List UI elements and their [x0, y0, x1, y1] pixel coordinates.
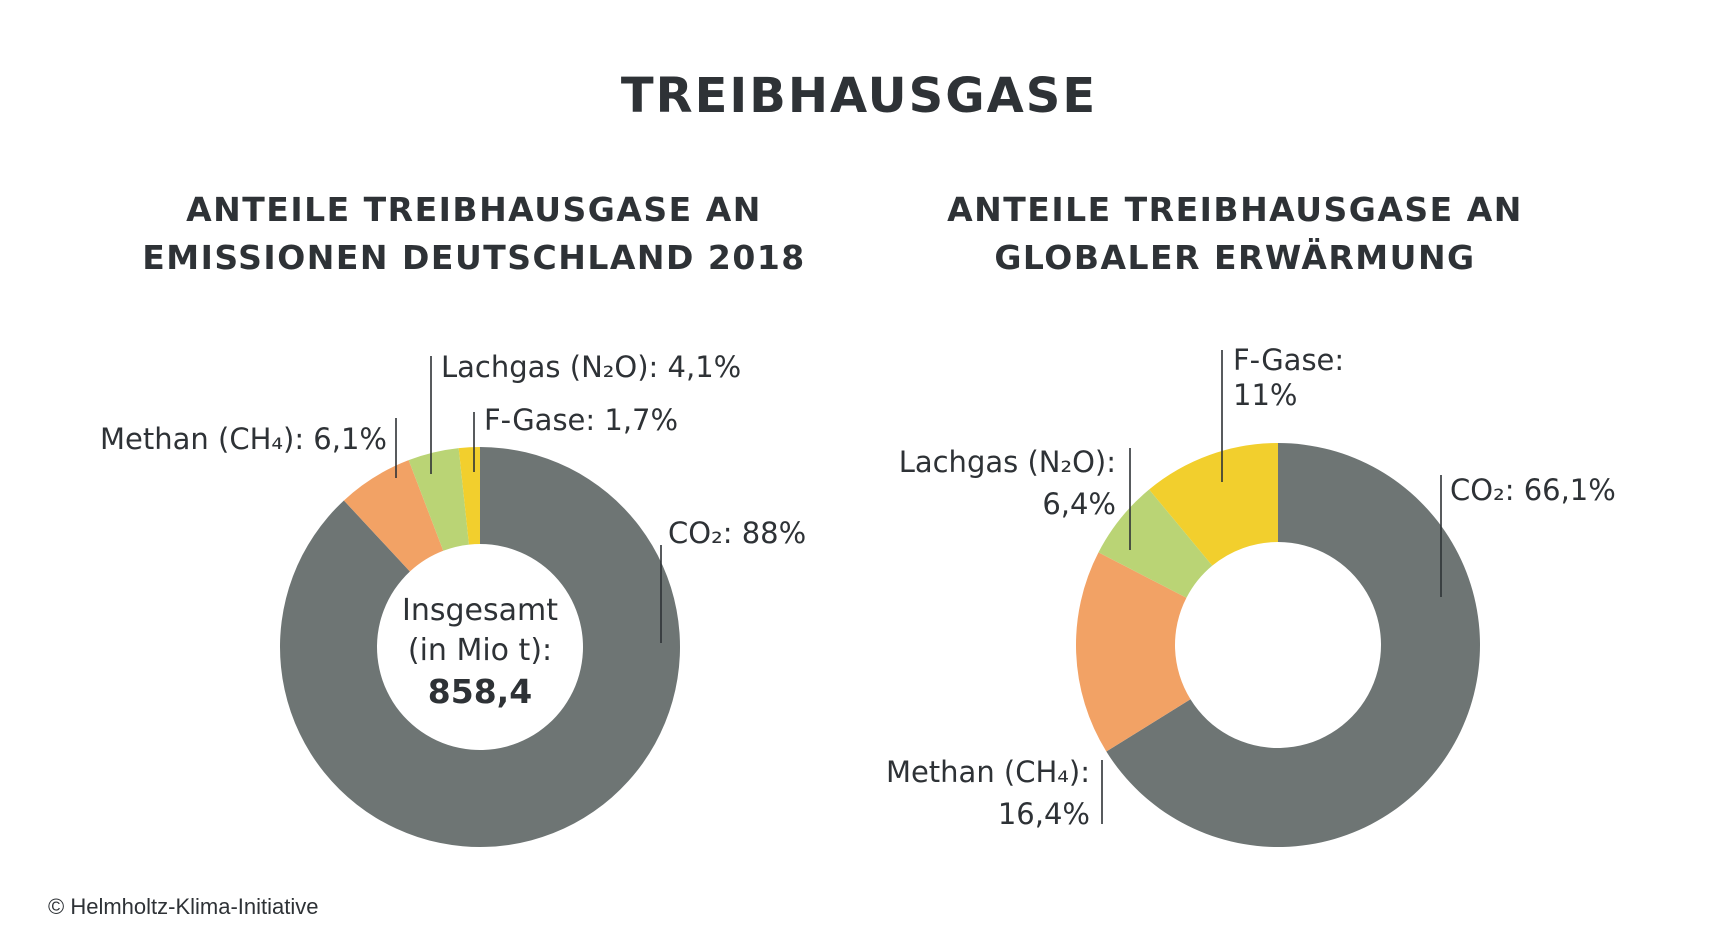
label-fgase-global-line-1: F-Gase:	[1233, 343, 1344, 377]
center-total-value: 858,4	[428, 672, 532, 711]
slice-co2-germany	[280, 447, 680, 848]
center-label-total: Insgesamt	[402, 593, 558, 628]
main-title: TREIBHAUSGASE	[620, 68, 1098, 124]
slice-methan-germany	[343, 460, 444, 572]
label-co2-germany: CO₂: 88%	[668, 516, 806, 550]
chart-title-global-line-2: GLOBALER ERWÄRMUNG	[994, 238, 1476, 277]
label-lachgas-global-line-2: 6,4%	[1042, 487, 1116, 521]
chart-title-global: ANTEILE TREIBHAUSGASE AN GLOBALER ERWÄRM…	[855, 186, 1615, 282]
slice-fgase-global	[1149, 443, 1278, 566]
center-label-unit: (in Mio t):	[408, 633, 552, 668]
donut-chart-global: CO₂: 66,1% Methan (CH₄): 16,4% Lachgas (…	[886, 343, 1616, 847]
label-methan-global-line-1: Methan (CH₄):	[886, 755, 1090, 789]
chart-title-germany: ANTEILE TREIBHAUSGASE AN EMISSIONEN DEUT…	[94, 186, 854, 282]
chart-title-global-line-1: ANTEILE TREIBHAUSGASE AN	[947, 190, 1523, 229]
slice-methan-global	[1076, 552, 1191, 752]
label-methan-global-line-2: 16,4%	[998, 797, 1090, 831]
label-fgase-germany: F-Gase: 1,7%	[484, 403, 678, 437]
label-lachgas-germany: Lachgas (N₂O): 4,1%	[441, 350, 741, 384]
label-fgase-global-line-2: 11%	[1233, 378, 1297, 412]
slice-lachgas-global	[1098, 489, 1213, 598]
label-methan-germany: Methan (CH₄): 6,1%	[100, 422, 387, 456]
chart-title-germany-line-2: EMISSIONEN DEUTSCHLAND 2018	[142, 238, 806, 277]
chart-title-germany-line-1: ANTEILE TREIBHAUSGASE AN	[186, 190, 762, 229]
slice-co2-global	[1106, 443, 1480, 847]
slice-lachgas-germany	[408, 448, 470, 551]
donut-chart-germany: Insgesamt (in Mio t): 858,4 CO₂: 88% Met…	[100, 350, 806, 848]
label-co2-global: CO₂: 66,1%	[1450, 473, 1616, 507]
copyright-notice: © Helmholtz-Klima-Initiative	[48, 894, 319, 919]
label-lachgas-global-line-1: Lachgas (N₂O):	[899, 445, 1116, 479]
